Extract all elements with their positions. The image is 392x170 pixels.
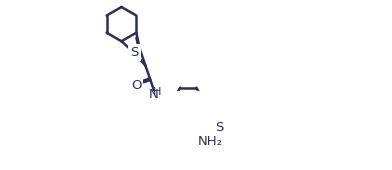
Text: NH₂: NH₂ [198,135,222,148]
Text: S: S [215,121,223,134]
Text: S: S [130,46,138,59]
Text: O: O [131,79,142,92]
Text: H: H [153,88,162,97]
Text: N: N [149,88,158,101]
